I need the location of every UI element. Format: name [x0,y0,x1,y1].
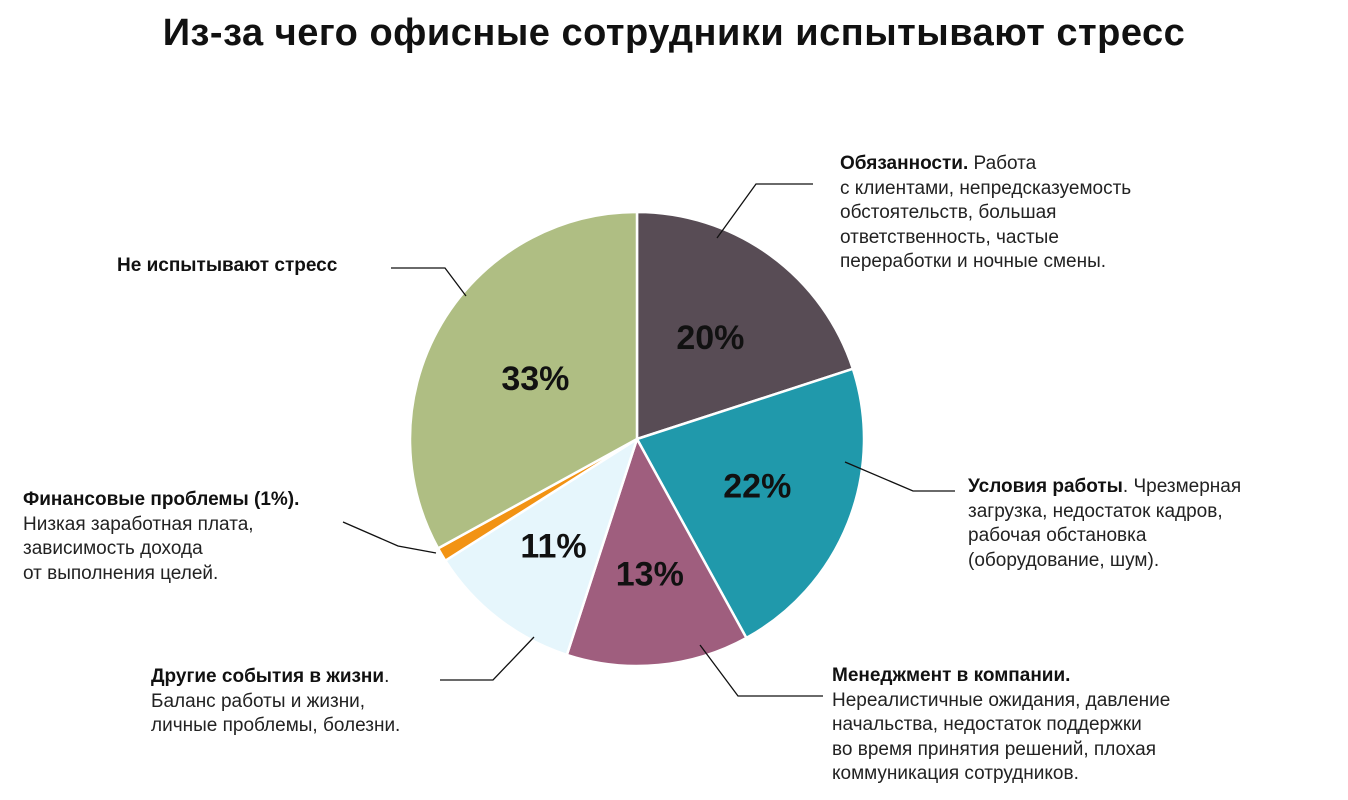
annotation-finance: Финансовые проблемы (1%). Низкая заработ… [23,488,299,586]
annotation-conditions-line: . Чрезмерная [1122,476,1242,497]
annotation-conditions-line: загрузка, недостаток кадров, [968,500,1223,522]
annotation-management-line: коммуникация сотрудников. [832,763,1079,784]
annotation-life-title: Другие события в жизни [151,666,385,687]
leader-line [342,521,437,554]
leader-line [440,636,535,681]
annotation-management-line: во время принятия решений, плохая [832,738,1157,760]
leader-line [699,644,823,697]
annotation-no-stress: Не испытывают стресс [117,254,337,279]
annotation-finance-title: Финансовые проблемы (1%). [23,489,300,510]
annotation-life-line: . [384,666,390,687]
slice-value-label: 22% [723,468,791,506]
annotation-conditions-line: (оборудование, шум). [968,549,1160,571]
slice-value-label: 20% [676,319,744,357]
slice-value-label: 13% [616,556,684,594]
pie-slice [635,210,855,441]
annotation-duties-line: с клиентами, непредсказуемость [840,177,1132,199]
annotation-duties-line: ответственность, частые [840,226,1059,248]
annotation-conditions: Условия работы. Чрезмерная загрузка, нед… [968,475,1241,573]
pie-slice [408,210,639,550]
annotation-duties: Обязанности. Работа с клиентами, непредс… [840,152,1131,275]
annotation-management-line: начальства, недостаток поддержки [832,714,1142,735]
annotation-finance-line: зависимость дохода [23,538,203,559]
annotation-duties-line: обстоятельств, большая [840,202,1057,223]
leader-line [391,267,467,297]
leader-line [844,461,955,492]
annotation-management-line: Нереалистичные ожидания, давление [832,689,1171,711]
slice-value-label: 11% [520,528,586,566]
annotation-life-line: личные проблемы, болезни. [151,715,401,736]
chart-title: Из-за чего офисные сотрудники испытывают… [162,12,1186,54]
annotation-no-stress-title: Не испытывают стресс [117,255,338,276]
annotation-duties-line: переработки и ночные смены. [840,251,1107,272]
annotation-duties-line: Работа [968,153,1037,174]
annotation-management: Менеджмент в компании. Нереалистичные ож… [832,664,1170,787]
annotation-life: Другие события в жизни. Баланс работы и … [151,665,400,739]
annotation-conditions-line: рабочая обстановка [968,525,1147,546]
annotation-management-title: Менеджмент в компании. [832,665,1071,686]
pie-slice [635,367,866,640]
slice-value-label: 33% [501,360,569,398]
annotation-life-line: Баланс работы и жизни, [151,690,366,712]
annotation-finance-line: от выполнения целей. [23,562,219,584]
leader-line [716,183,813,239]
annotation-duties-title: Обязанности. [840,153,969,174]
pie-slice [565,437,748,668]
annotation-finance-line: Низкая заработная плата, [23,513,254,535]
annotation-conditions-title: Условия работы [968,476,1123,497]
pie-slice [444,437,639,657]
